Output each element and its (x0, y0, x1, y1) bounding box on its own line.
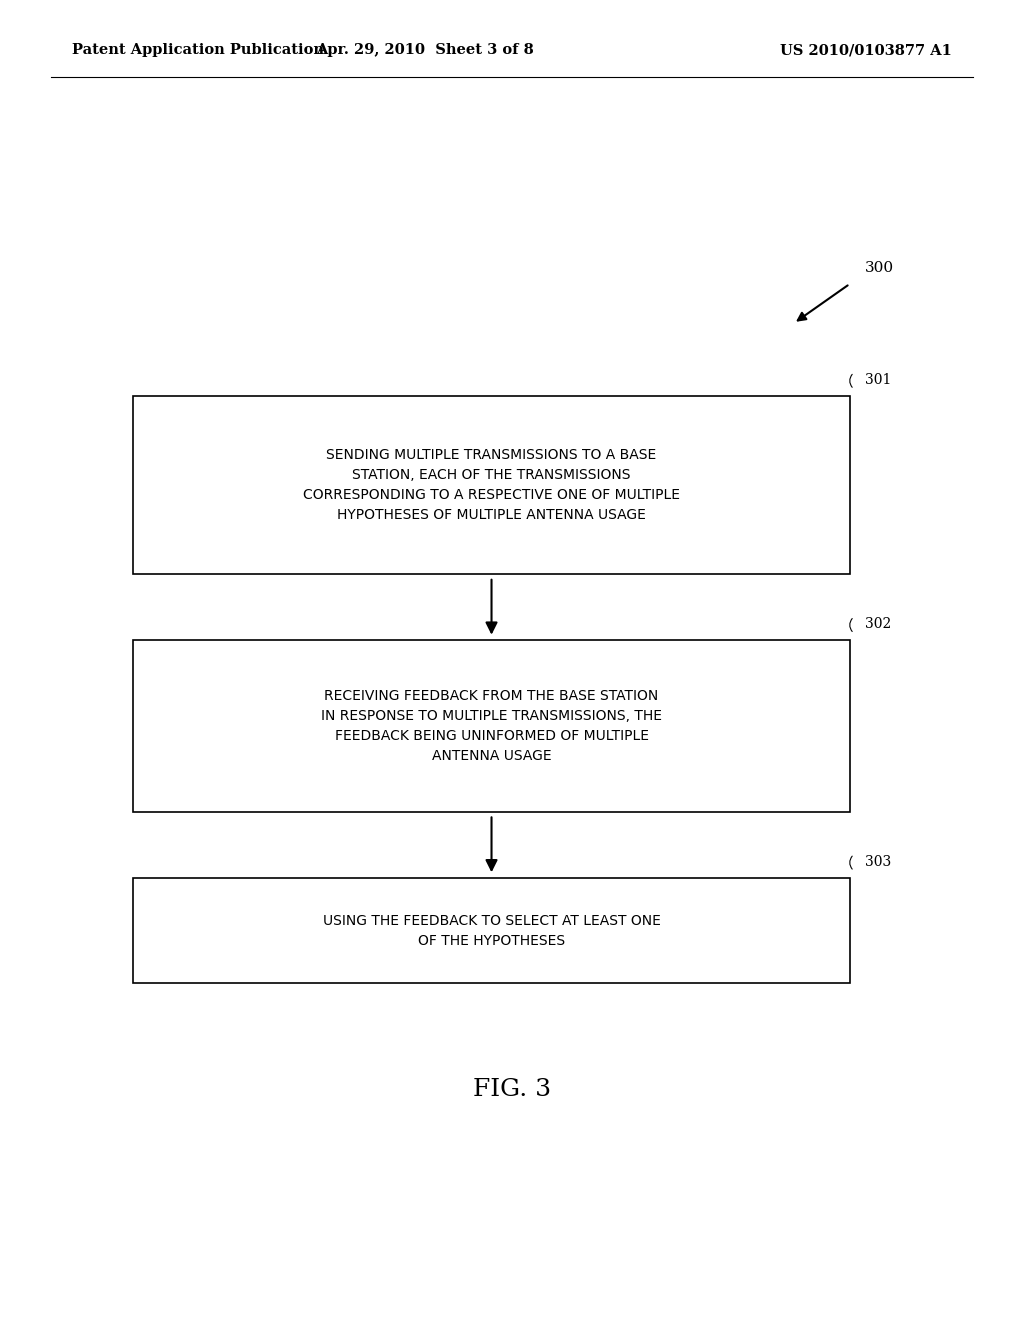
Text: 300: 300 (865, 260, 894, 275)
Bar (133, 396, 850, 574)
Bar (133, 878, 850, 983)
Text: US 2010/0103877 A1: US 2010/0103877 A1 (780, 44, 952, 57)
Text: SENDING MULTIPLE TRANSMISSIONS TO A BASE
STATION, EACH OF THE TRANSMISSIONS
CORR: SENDING MULTIPLE TRANSMISSIONS TO A BASE… (303, 447, 680, 523)
Text: Apr. 29, 2010  Sheet 3 of 8: Apr. 29, 2010 Sheet 3 of 8 (316, 44, 534, 57)
Text: 302: 302 (865, 618, 892, 631)
Text: FIG. 3: FIG. 3 (473, 1077, 551, 1101)
Text: 301: 301 (865, 374, 892, 387)
Text: RECEIVING FEEDBACK FROM THE BASE STATION
IN RESPONSE TO MULTIPLE TRANSMISSIONS, : RECEIVING FEEDBACK FROM THE BASE STATION… (321, 689, 663, 763)
Bar (133, 640, 850, 812)
Text: 303: 303 (865, 855, 892, 869)
Text: Patent Application Publication: Patent Application Publication (72, 44, 324, 57)
Text: USING THE FEEDBACK TO SELECT AT LEAST ONE
OF THE HYPOTHESES: USING THE FEEDBACK TO SELECT AT LEAST ON… (323, 913, 660, 948)
